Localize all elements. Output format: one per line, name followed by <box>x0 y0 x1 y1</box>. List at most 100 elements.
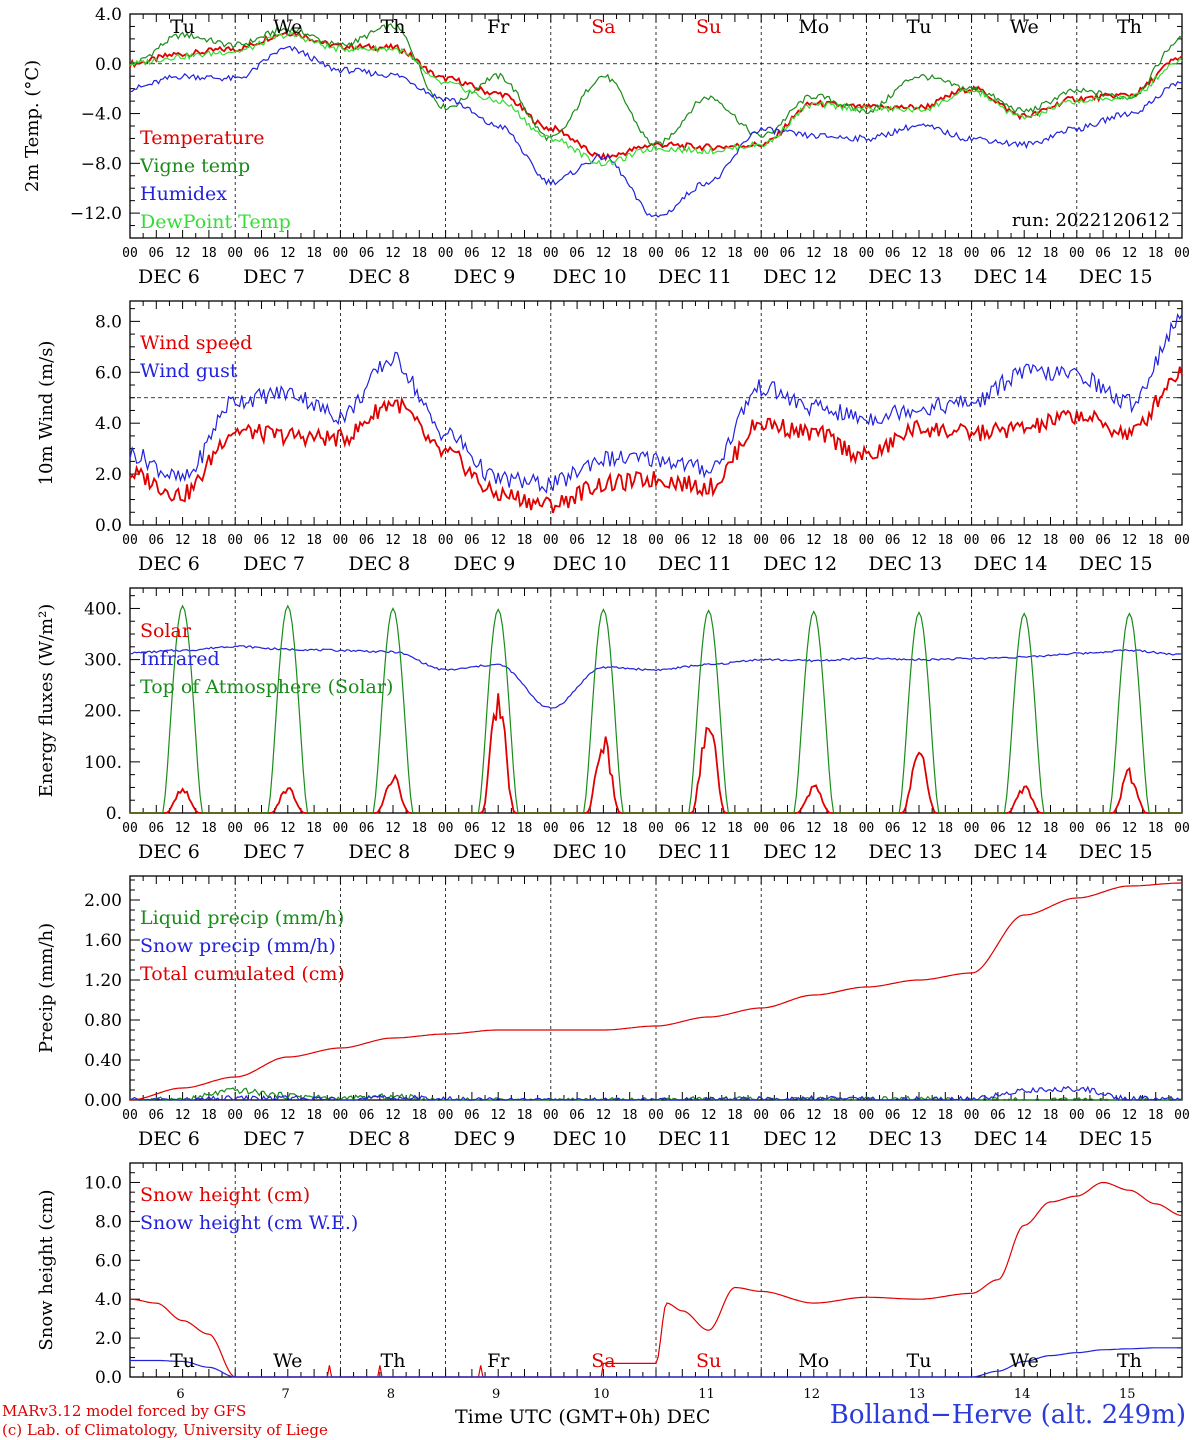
x-hour-label: 18 <box>411 821 427 836</box>
y-tick-label: 8.0 <box>95 312 122 332</box>
x-hour-label: 12 <box>1122 821 1138 836</box>
x-hour-label: 00 <box>1069 821 1085 836</box>
x-hour-label: 18 <box>832 246 848 261</box>
legend-entry: Snow height (cm W.E.) <box>140 1212 358 1234</box>
x-hour-label: 18 <box>201 1108 217 1123</box>
x-hour-label: 12 <box>806 821 822 836</box>
x-hour-label: 00 <box>1174 533 1190 548</box>
y-axis-title: 10m Wind (m/s) <box>36 341 57 486</box>
x-hour-label: 12 <box>280 246 296 261</box>
y-tick-label: 100. <box>84 753 122 773</box>
x-hour-label: 18 <box>937 246 953 261</box>
x-hour-label: 00 <box>438 1108 454 1123</box>
x-hour-label: 00 <box>964 533 980 548</box>
x-hour-label: 06 <box>1095 821 1111 836</box>
y-axis-title: 2m Temp. (°C) <box>22 60 43 192</box>
x-day-label: DEC 13 <box>868 266 942 288</box>
x-hour-label: 00 <box>753 246 769 261</box>
x-hour-label: 06 <box>569 246 585 261</box>
weekday-label: Tu <box>907 1350 932 1372</box>
x-hour-label: 06 <box>1095 1108 1111 1123</box>
legend-entry: Liquid precip (mm/h) <box>140 907 344 929</box>
x-hour-label: 00 <box>964 821 980 836</box>
x-hour-label: 18 <box>306 1108 322 1123</box>
y-tick-label: 1.20 <box>84 971 122 991</box>
x-hour-label: 12 <box>385 246 401 261</box>
x-hour-label: 12 <box>911 1108 927 1123</box>
y-tick-label: 2.00 <box>84 891 122 911</box>
x-hour-label: 12 <box>1016 1108 1032 1123</box>
x-hour-label: 18 <box>411 246 427 261</box>
x-hour-label: 00 <box>122 533 138 548</box>
legend-entry: Wind speed <box>140 332 252 354</box>
x-hour-label: 12 <box>1122 246 1138 261</box>
x-hour-label: 06 <box>885 1108 901 1123</box>
legend-entry: Solar <box>140 620 192 642</box>
x-hour-label: 18 <box>1148 821 1164 836</box>
x-hour-label: 18 <box>1148 1108 1164 1123</box>
x-hour-label: 00 <box>227 1108 243 1123</box>
panel-5 <box>129 1162 1183 1378</box>
weekday-label: Sa <box>591 16 615 38</box>
x-day-label: DEC 6 <box>138 266 200 288</box>
legend-entry: Vigne temp <box>139 155 250 177</box>
x-day-label: DEC 10 <box>553 841 627 863</box>
panel-4 <box>129 875 1183 1102</box>
panel-frame <box>129 300 1183 526</box>
x-day-label: DEC 11 <box>658 266 732 288</box>
x-hour-label: 18 <box>622 821 638 836</box>
weekday-label: Th <box>381 1350 406 1372</box>
x-hour-label: 12 <box>175 533 191 548</box>
series-line-infrared <box>130 645 1183 709</box>
weekday-label: We <box>273 16 302 38</box>
x-hour-label: 18 <box>832 533 848 548</box>
x-hour-label: 00 <box>964 246 980 261</box>
y-tick-label: 200. <box>84 702 122 722</box>
x-hour-label: 18 <box>411 533 427 548</box>
x-day-label: DEC 13 <box>868 841 942 863</box>
x-day-number: 9 <box>492 1387 500 1402</box>
x-hour-label: 18 <box>201 533 217 548</box>
x-day-label: DEC 12 <box>763 266 837 288</box>
weekday-label: Fr <box>487 16 510 38</box>
x-day-number: 11 <box>698 1387 715 1402</box>
x-day-label: DEC 15 <box>1079 841 1153 863</box>
x-day-label: DEC 9 <box>454 841 516 863</box>
series-line-wind-speed <box>129 366 1183 514</box>
x-day-label: DEC 14 <box>974 553 1048 575</box>
x-hour-label: 06 <box>254 246 270 261</box>
x-hour-label: 12 <box>175 821 191 836</box>
x-hour-label: 12 <box>806 1108 822 1123</box>
x-hour-label: 12 <box>701 533 717 548</box>
x-hour-label: 06 <box>990 1108 1006 1123</box>
x-hour-label: 06 <box>780 533 796 548</box>
x-hour-label: 06 <box>780 1108 796 1123</box>
x-hour-label: 12 <box>385 533 401 548</box>
x-hour-label: 12 <box>701 1108 717 1123</box>
x-day-label: DEC 13 <box>868 1128 942 1150</box>
x-hour-label: 12 <box>1016 246 1032 261</box>
x-day-label: DEC 9 <box>454 266 516 288</box>
y-tick-label: −4.0 <box>81 105 122 125</box>
series-line-top-of-atmosphere-solar- <box>130 604 1182 814</box>
x-hour-label: 18 <box>306 821 322 836</box>
y-axis-title: Precip (mm/h) <box>36 923 57 1053</box>
x-hour-label: 18 <box>727 1108 743 1123</box>
weekday-label: Mo <box>798 16 829 38</box>
legend-entry: Total cumulated (cm) <box>140 963 345 985</box>
legend-entry: Snow precip (mm/h) <box>140 935 336 957</box>
x-hour-label: 00 <box>543 533 559 548</box>
x-day-label: DEC 10 <box>553 266 627 288</box>
y-tick-label: 400. <box>84 599 122 619</box>
series-line-total-cumulated-cm- <box>129 882 1182 1101</box>
x-hour-label: 00 <box>1174 1108 1190 1123</box>
series-line-dewpoint-temp <box>129 32 1183 167</box>
x-hour-label: 18 <box>1043 246 1059 261</box>
x-day-label: DEC 8 <box>348 553 410 575</box>
series-line-temperature <box>129 31 1183 162</box>
x-hour-label: 12 <box>490 1108 506 1123</box>
x-hour-label: 06 <box>359 533 375 548</box>
weekday-label: Su <box>696 1350 721 1372</box>
x-hour-label: 12 <box>596 1108 612 1123</box>
y-tick-label: 6.0 <box>95 1251 122 1271</box>
